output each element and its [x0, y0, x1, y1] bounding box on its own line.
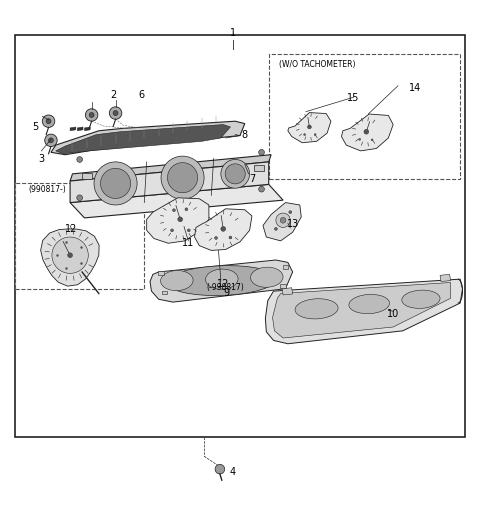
Polygon shape — [56, 125, 230, 154]
Text: 11: 11 — [182, 238, 194, 248]
Circle shape — [42, 115, 55, 127]
Polygon shape — [150, 260, 293, 302]
Circle shape — [77, 157, 83, 162]
Circle shape — [364, 129, 369, 134]
Bar — [82, 173, 92, 179]
Circle shape — [68, 253, 72, 257]
Ellipse shape — [349, 294, 390, 314]
Polygon shape — [51, 121, 245, 155]
Ellipse shape — [160, 270, 193, 291]
Circle shape — [185, 208, 188, 211]
Text: 7: 7 — [249, 174, 255, 184]
Circle shape — [221, 160, 250, 188]
Circle shape — [229, 236, 232, 239]
Circle shape — [259, 186, 264, 192]
Polygon shape — [84, 127, 90, 131]
Bar — [283, 265, 288, 269]
Text: (W/O TACHOMETER): (W/O TACHOMETER) — [279, 60, 356, 69]
Text: (-990817): (-990817) — [206, 283, 244, 292]
Text: 12: 12 — [216, 279, 229, 289]
Circle shape — [77, 195, 83, 201]
Circle shape — [100, 168, 131, 199]
Ellipse shape — [205, 269, 238, 289]
Circle shape — [215, 237, 217, 239]
Polygon shape — [440, 275, 451, 281]
Circle shape — [85, 109, 98, 121]
Circle shape — [314, 134, 316, 136]
Text: 10: 10 — [387, 308, 399, 319]
Polygon shape — [70, 127, 76, 131]
Polygon shape — [70, 155, 271, 181]
Text: 2: 2 — [110, 90, 116, 100]
Polygon shape — [273, 282, 451, 338]
Circle shape — [52, 237, 88, 274]
Bar — [254, 165, 264, 171]
Circle shape — [280, 217, 286, 223]
Circle shape — [113, 111, 118, 115]
Polygon shape — [147, 198, 209, 243]
Text: 14: 14 — [408, 83, 421, 93]
Bar — [269, 54, 460, 179]
Polygon shape — [288, 113, 331, 143]
Text: 8: 8 — [242, 129, 248, 139]
Circle shape — [48, 138, 53, 143]
Text: 6: 6 — [139, 90, 145, 100]
Circle shape — [215, 464, 225, 474]
Text: 1: 1 — [230, 28, 236, 37]
Circle shape — [172, 209, 175, 212]
Text: 12: 12 — [65, 224, 78, 234]
Ellipse shape — [295, 298, 338, 319]
Polygon shape — [41, 229, 99, 286]
Circle shape — [308, 125, 312, 129]
Text: 9: 9 — [224, 288, 229, 297]
Circle shape — [109, 107, 122, 119]
Polygon shape — [263, 203, 301, 241]
Circle shape — [187, 229, 190, 232]
Text: (990817-): (990817-) — [28, 185, 66, 194]
Circle shape — [221, 227, 226, 231]
Bar — [15, 184, 144, 289]
Ellipse shape — [251, 267, 283, 287]
Circle shape — [46, 119, 51, 124]
Circle shape — [304, 134, 306, 136]
Text: 3: 3 — [38, 154, 45, 164]
Polygon shape — [282, 288, 293, 295]
Polygon shape — [77, 127, 83, 131]
Circle shape — [45, 134, 57, 147]
Circle shape — [289, 211, 292, 214]
Circle shape — [371, 139, 373, 141]
Circle shape — [168, 163, 198, 193]
Bar — [280, 284, 286, 288]
Circle shape — [170, 229, 173, 232]
Text: 4: 4 — [230, 466, 236, 476]
Bar — [15, 35, 465, 437]
Circle shape — [94, 162, 137, 205]
Polygon shape — [341, 114, 393, 151]
Ellipse shape — [167, 266, 277, 295]
Bar — [161, 291, 167, 294]
Text: 5: 5 — [32, 122, 38, 132]
Polygon shape — [194, 209, 252, 251]
Circle shape — [89, 112, 94, 118]
Circle shape — [178, 217, 182, 222]
Circle shape — [276, 213, 290, 227]
Text: 15: 15 — [347, 93, 360, 103]
Polygon shape — [265, 279, 463, 344]
Circle shape — [359, 138, 360, 140]
Circle shape — [275, 227, 277, 230]
Circle shape — [225, 164, 245, 184]
Polygon shape — [70, 185, 283, 218]
Text: 13: 13 — [287, 219, 299, 229]
Bar — [158, 271, 164, 275]
Circle shape — [161, 156, 204, 199]
Circle shape — [259, 149, 264, 155]
Polygon shape — [70, 162, 269, 203]
Ellipse shape — [402, 290, 440, 308]
